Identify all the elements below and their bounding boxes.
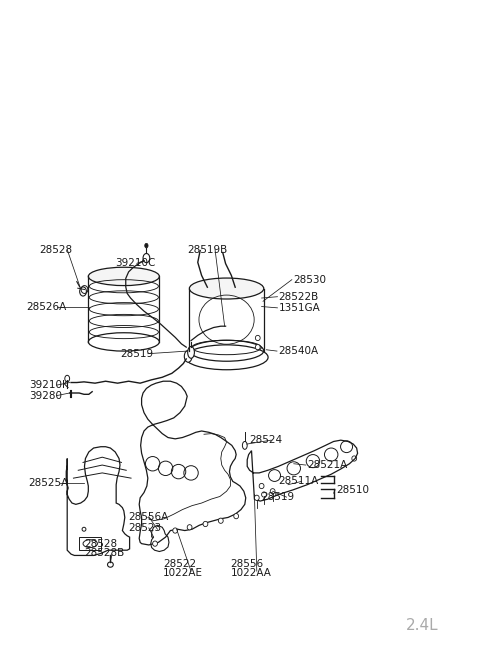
Text: 28519: 28519 <box>120 348 153 359</box>
Ellipse shape <box>88 267 159 286</box>
Ellipse shape <box>81 286 88 293</box>
Ellipse shape <box>242 441 247 449</box>
Ellipse shape <box>188 346 194 358</box>
Ellipse shape <box>189 278 264 299</box>
Ellipse shape <box>187 525 192 530</box>
Text: 28510: 28510 <box>336 485 369 495</box>
Text: 28556A: 28556A <box>129 512 169 522</box>
Ellipse shape <box>270 489 275 494</box>
Ellipse shape <box>203 521 208 527</box>
Text: 28523: 28523 <box>129 523 162 533</box>
Ellipse shape <box>218 518 223 523</box>
Ellipse shape <box>153 541 157 546</box>
Text: 28519B: 28519B <box>187 244 228 255</box>
Text: 28540A: 28540A <box>278 346 319 356</box>
Text: 1351GA: 1351GA <box>278 303 320 313</box>
Text: 1022AA: 1022AA <box>230 568 271 578</box>
Text: 28528: 28528 <box>84 539 117 550</box>
Ellipse shape <box>184 350 192 362</box>
Ellipse shape <box>254 495 259 500</box>
Text: 28528: 28528 <box>39 244 72 255</box>
Ellipse shape <box>255 345 260 350</box>
Text: 28524: 28524 <box>250 435 283 445</box>
Text: 28530: 28530 <box>293 274 326 285</box>
Text: 39210C: 39210C <box>115 258 156 269</box>
Text: 28522B: 28522B <box>278 291 319 302</box>
Ellipse shape <box>255 335 260 341</box>
Text: 28526A: 28526A <box>26 301 67 312</box>
Ellipse shape <box>145 243 148 248</box>
Ellipse shape <box>262 492 266 497</box>
Text: 28521A: 28521A <box>307 460 348 470</box>
Ellipse shape <box>173 528 178 533</box>
Text: 28525A: 28525A <box>28 477 68 488</box>
Text: 1022AE: 1022AE <box>163 568 203 578</box>
Ellipse shape <box>108 562 113 567</box>
Text: 28519: 28519 <box>262 492 295 502</box>
Ellipse shape <box>234 514 239 519</box>
Text: 28511A: 28511A <box>278 476 319 487</box>
Text: 28556: 28556 <box>230 559 264 569</box>
Text: 2.4L: 2.4L <box>406 618 439 633</box>
Text: 39280: 39280 <box>29 390 62 401</box>
Text: 39210K: 39210K <box>29 380 69 390</box>
Text: 28528B: 28528B <box>84 548 124 559</box>
Text: 28522: 28522 <box>163 559 196 569</box>
